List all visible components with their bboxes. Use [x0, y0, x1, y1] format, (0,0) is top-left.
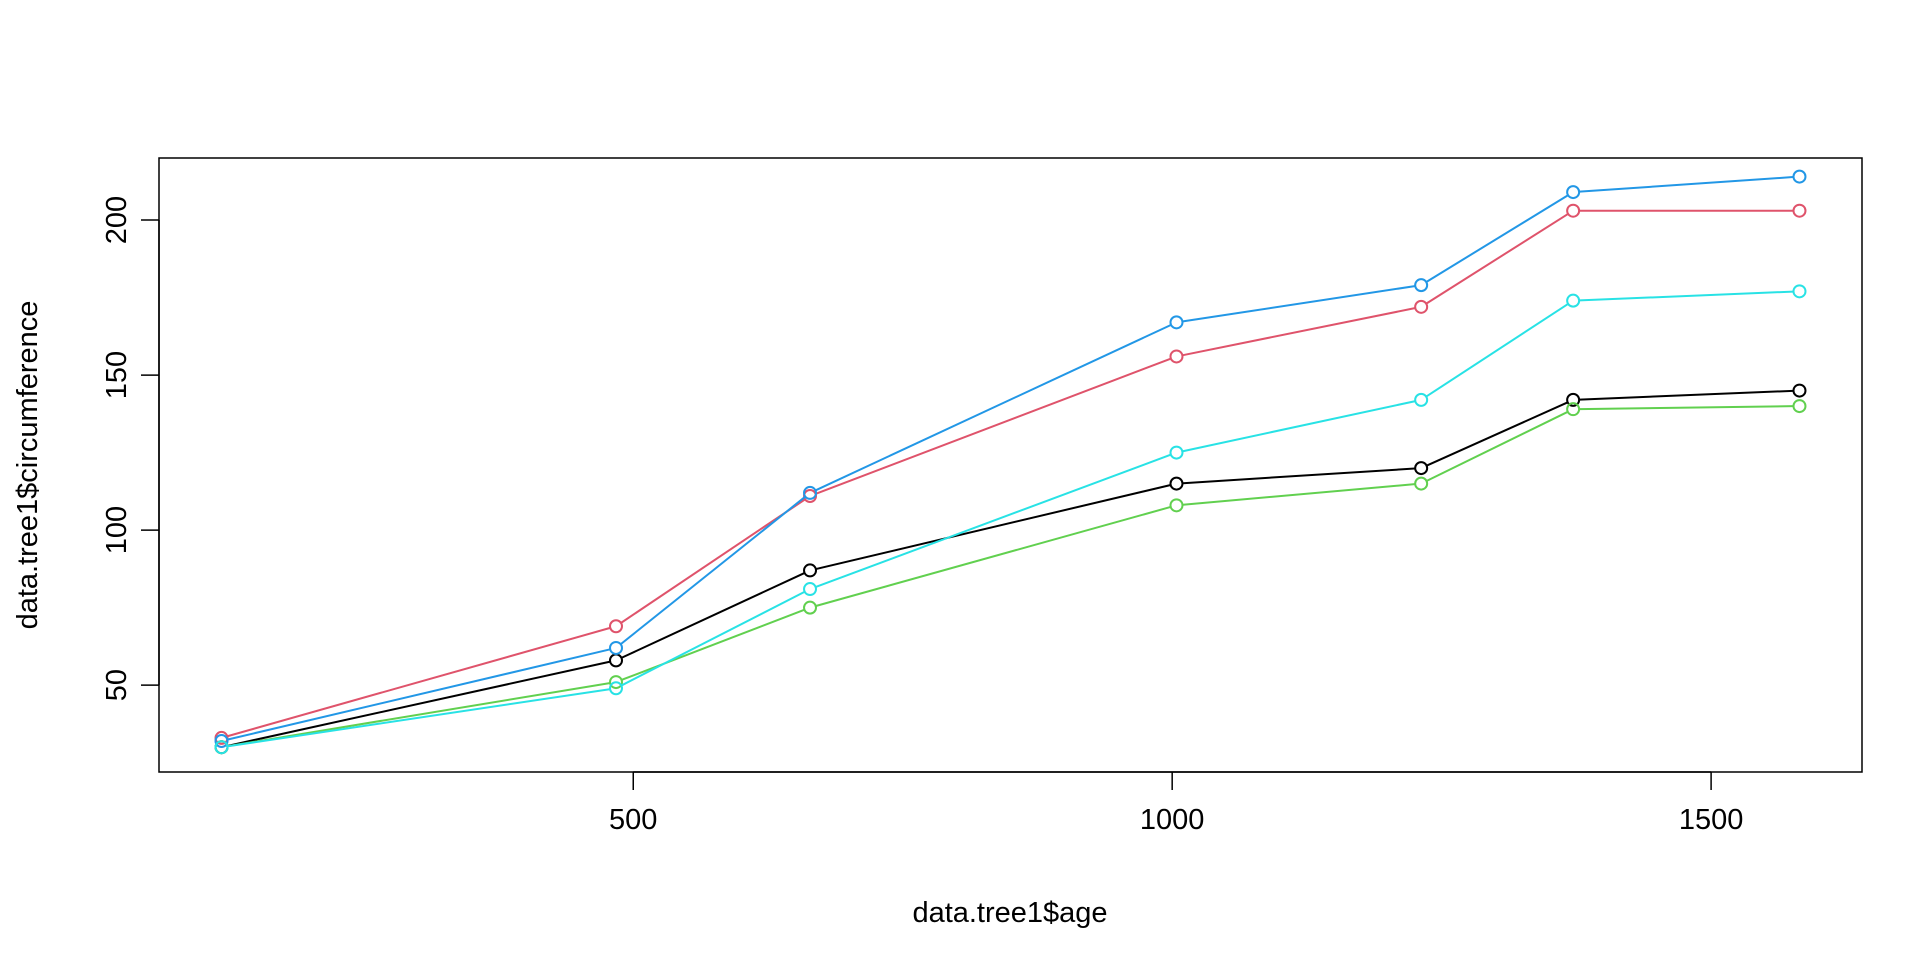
series-4-point: [609, 640, 624, 655]
series-3-point: [1414, 476, 1429, 491]
series-1-segment: [1579, 389, 1794, 401]
series-5-point: [1566, 293, 1581, 308]
series-5-segment: [1182, 400, 1416, 453]
series-3-point: [803, 600, 818, 615]
series-2-segment: [620, 498, 806, 624]
y-axis-label: data.tree1$circumference: [12, 301, 44, 630]
x-tick-label: 500: [609, 804, 657, 836]
series-4-point: [1566, 185, 1581, 200]
series-5: [214, 284, 1807, 755]
series-4-point: [803, 485, 818, 500]
y-axis: 50 100 150 200: [101, 196, 160, 701]
series-2-point: [609, 619, 624, 634]
series-3-point: [1566, 402, 1581, 417]
series-1-segment: [227, 660, 610, 747]
series-3-segment: [227, 682, 610, 748]
series-1-segment: [1182, 467, 1415, 485]
x-tick-label: 1000: [1140, 804, 1205, 836]
series-4-point: [1792, 169, 1807, 184]
y-tick-label: 200: [101, 196, 133, 244]
series-2-point: [1566, 203, 1581, 218]
x-axis: 500 1000 1500: [609, 771, 1744, 836]
series-5-segment: [621, 591, 805, 687]
series-1-point: [1414, 461, 1429, 476]
series-3-point: [1169, 498, 1184, 513]
series-4: [214, 169, 1807, 748]
series-2-point: [1414, 299, 1429, 314]
series-4-point: [1169, 315, 1184, 330]
series-1-segment: [816, 484, 1171, 570]
y-tick-label: 50: [101, 669, 133, 701]
series-5-point: [214, 740, 229, 755]
series-2-point: [1792, 203, 1807, 218]
y-tick-label: 150: [101, 351, 133, 399]
series-5-segment: [815, 453, 1171, 588]
series-1-point: [1792, 383, 1807, 398]
series-5-segment: [227, 688, 610, 748]
series-5-point: [1169, 445, 1184, 460]
series-2-segment: [815, 357, 1171, 495]
series-5-point: [1792, 284, 1807, 299]
series-3-point: [609, 675, 624, 690]
series-4-segment: [1426, 194, 1569, 283]
series-5-segment: [1426, 303, 1569, 398]
series-3-segment: [1426, 411, 1568, 482]
series-4-point: [214, 733, 229, 748]
series-5-point: [1414, 392, 1429, 407]
series-1: [214, 383, 1807, 755]
series-4-segment: [620, 496, 806, 645]
series-3-segment: [621, 609, 805, 681]
y-tick-label: 100: [101, 506, 133, 554]
series-1-segment: [1426, 401, 1568, 467]
series-5-point: [609, 681, 624, 696]
series-2-segment: [227, 627, 611, 738]
series-4-segment: [227, 648, 610, 741]
series-1-point: [1566, 392, 1581, 407]
series-4-segment: [1182, 285, 1415, 323]
x-axis-label: data.tree1$age: [912, 897, 1107, 929]
series-4-segment: [815, 324, 1172, 492]
series-2-point: [1169, 349, 1184, 364]
series-3-segment: [1182, 483, 1415, 506]
x-tick-label: 1500: [1679, 804, 1744, 836]
series-3-segment: [816, 506, 1171, 607]
series-4-point: [1414, 278, 1429, 293]
series-3-point: [1792, 399, 1807, 414]
series-2-segment: [1426, 213, 1569, 305]
series-5-point: [803, 582, 818, 597]
series-layer: [214, 169, 1807, 755]
series-4-segment: [1579, 176, 1794, 193]
series-1-point: [1169, 476, 1184, 491]
series-1-segment: [621, 572, 805, 659]
series-2-segment: [1182, 307, 1415, 357]
series-5-segment: [1579, 290, 1794, 302]
series-3-segment: [1579, 405, 1793, 411]
series-1-point: [803, 563, 818, 578]
